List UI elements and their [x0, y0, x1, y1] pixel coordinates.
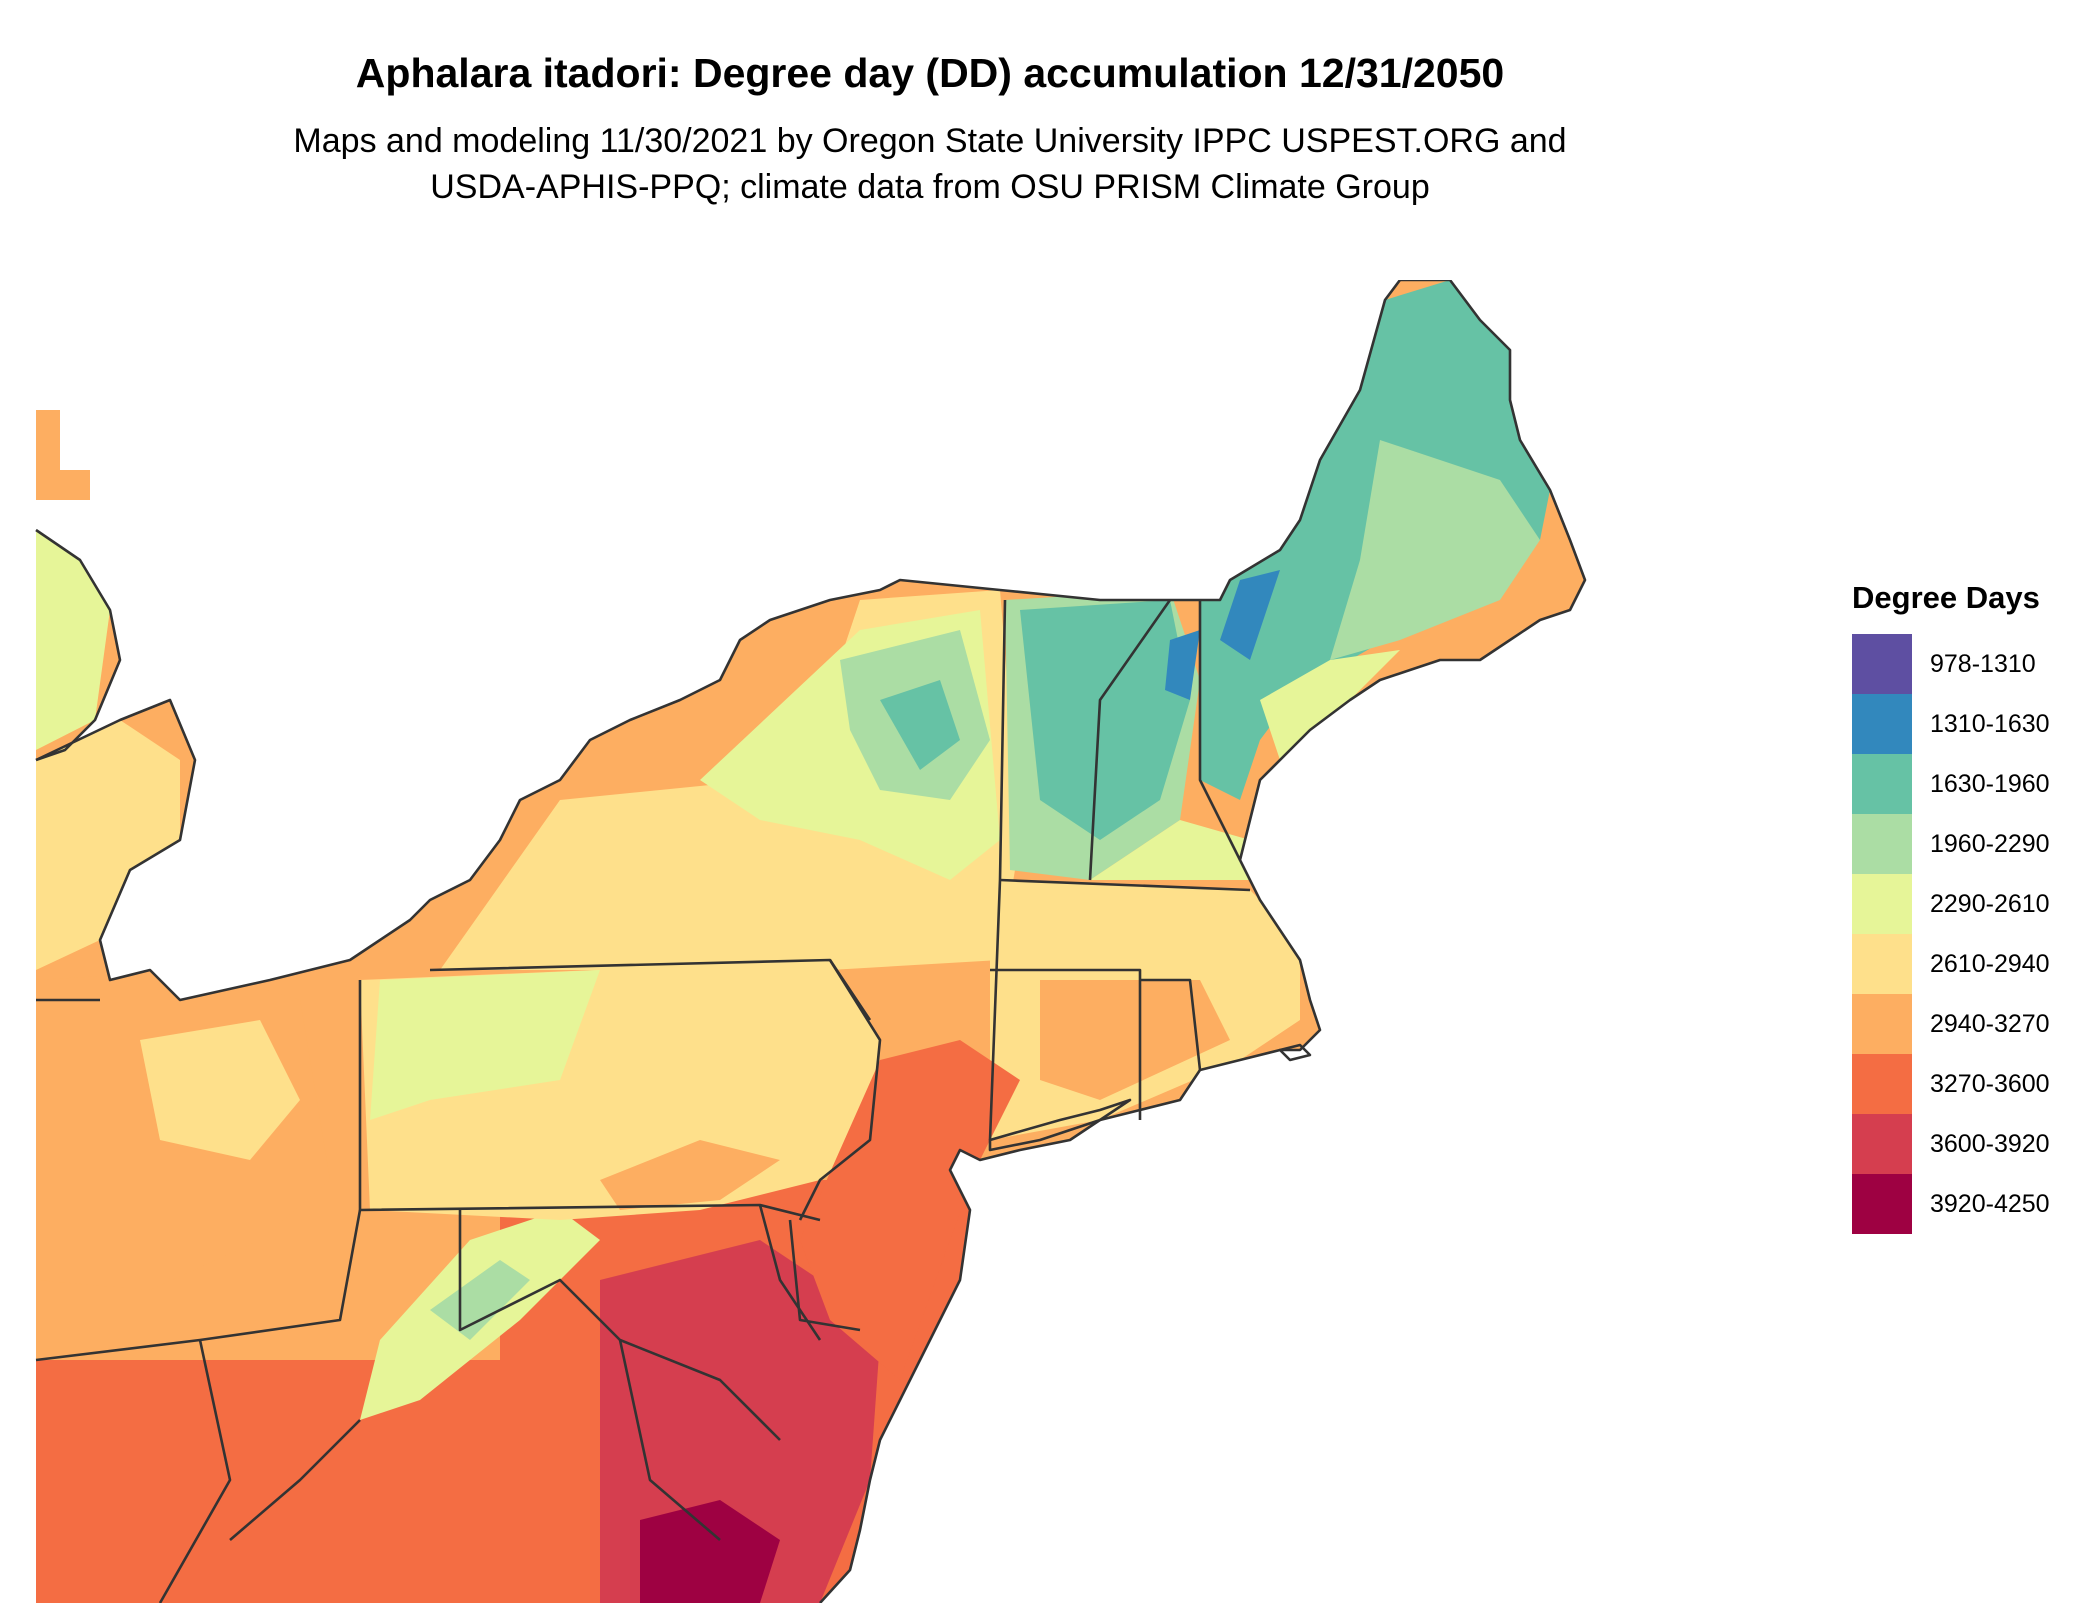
legend-label: 1310-1630	[1930, 709, 2050, 738]
legend-swatch	[1852, 1054, 1912, 1114]
legend-item: 3270-3600	[1852, 1054, 2050, 1114]
degree-day-raster	[36, 280, 1585, 1603]
legend-label: 2940-3270	[1930, 1009, 2050, 1038]
legend-swatch	[1852, 634, 1912, 694]
legend-label: 3920-4250	[1930, 1189, 2050, 1218]
legend-label: 978-1310	[1930, 649, 2036, 678]
legend-item: 1310-1630	[1852, 694, 2050, 754]
legend-item: 1630-1960	[1852, 754, 2050, 814]
legend-item: 978-1310	[1852, 634, 2050, 694]
legend-item: 2610-2940	[1852, 934, 2050, 994]
legend-swatch	[1852, 874, 1912, 934]
legend-swatch	[1852, 994, 1912, 1054]
legend-swatch	[1852, 1174, 1912, 1234]
legend-item: 2290-2610	[1852, 874, 2050, 934]
degree-day-map	[35, 280, 1587, 1603]
legend-item: 3600-3920	[1852, 1114, 2050, 1174]
legend-swatch	[1852, 814, 1912, 874]
map-subtitle: Maps and modeling 11/30/2021 by Oregon S…	[0, 118, 1860, 210]
legend-label: 1960-2290	[1930, 829, 2050, 858]
legend-swatch	[1852, 934, 1912, 994]
legend-swatch	[1852, 1114, 1912, 1174]
legend-label: 3600-3920	[1930, 1129, 2050, 1158]
legend-label: 2610-2940	[1930, 949, 2050, 978]
legend-item: 3920-4250	[1852, 1174, 2050, 1234]
subtitle-line-1: Maps and modeling 11/30/2021 by Oregon S…	[293, 122, 1567, 160]
legend-label: 2290-2610	[1930, 889, 2050, 918]
legend-label: 1630-1960	[1930, 769, 2050, 798]
legend-label: 3270-3600	[1930, 1069, 2050, 1098]
map-title: Aphalara itadori: Degree day (DD) accumu…	[355, 50, 1505, 96]
subtitle-line-2: USDA-APHIS-PPQ; climate data from OSU PR…	[430, 168, 1430, 206]
state-borders	[35, 280, 1587, 1603]
legend-title: Degree Days	[1852, 580, 2040, 615]
legend-swatch	[1852, 754, 1912, 814]
legend-item: 1960-2290	[1852, 814, 2050, 874]
legend: Degree Days 978-1310 1310-1630 1630-1960 19…	[1852, 580, 2050, 1234]
legend-swatch	[1852, 694, 1912, 754]
legend-items: 978-1310 1310-1630 1630-1960 1960-2290 2290-…	[1852, 634, 2050, 1234]
legend-item: 2940-3270	[1852, 994, 2050, 1054]
